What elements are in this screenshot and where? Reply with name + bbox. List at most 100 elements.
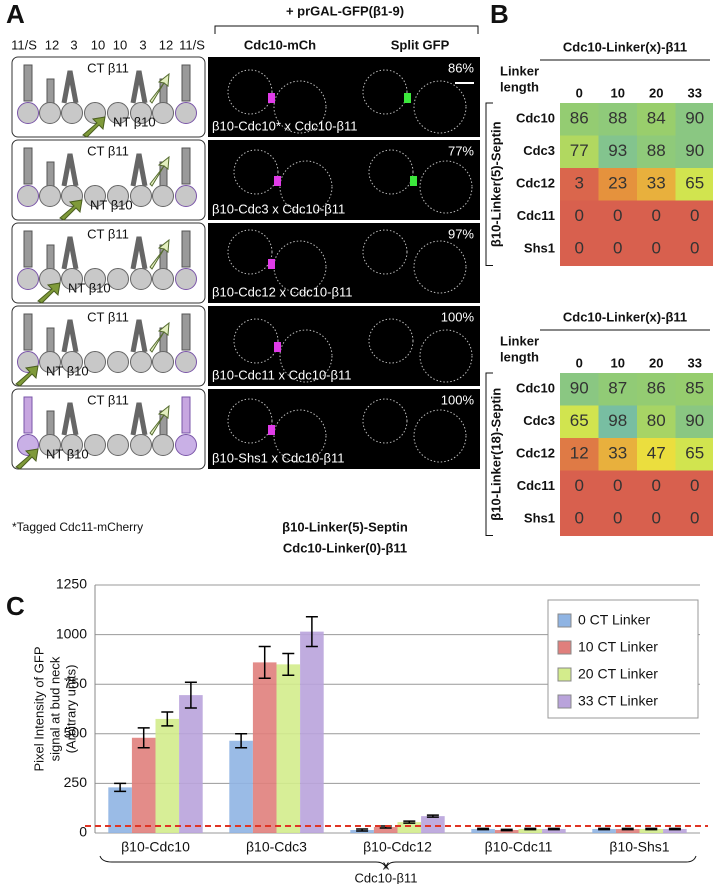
cell-value: 88 <box>608 109 627 128</box>
heat-cell <box>560 405 599 439</box>
septin <box>84 185 106 207</box>
heat-cell <box>560 200 599 234</box>
footer: Cdc10-Linker(0)-β11 <box>283 540 407 555</box>
cell-outline <box>413 409 467 463</box>
corner-label: Linker <box>500 63 539 78</box>
heat-cell <box>598 438 638 471</box>
legend-swatch <box>557 613 572 628</box>
column-header: 0 <box>576 355 583 370</box>
septin <box>130 351 152 373</box>
bar <box>300 631 324 833</box>
septin <box>107 351 129 373</box>
septin <box>39 351 61 373</box>
cell-value: 0 <box>690 206 699 225</box>
error-bar <box>235 733 248 749</box>
row-header: Cdc11 <box>517 478 555 493</box>
cell-outline <box>419 160 473 214</box>
x-tick-label: β10-Cdc11 <box>485 839 553 855</box>
rod <box>181 230 191 268</box>
septin <box>17 102 39 124</box>
heat-cell <box>560 233 599 266</box>
heat-cell <box>560 135 599 169</box>
micrograph <box>208 306 480 386</box>
septin <box>175 102 197 124</box>
error-bar <box>356 828 369 832</box>
y-axis-title: (Arbitrary units) <box>63 665 78 754</box>
ct-label: CT β11 <box>87 226 129 241</box>
rod <box>23 313 33 351</box>
septin <box>61 351 83 373</box>
error-bar <box>114 782 127 793</box>
heat-cell <box>637 438 676 471</box>
side-label: β10-Linker(5)-Septin <box>488 121 503 247</box>
row-header: Shs1 <box>524 511 555 526</box>
mcherry-signal <box>268 259 275 269</box>
error-bar <box>524 827 537 831</box>
construct-header: + prGAL-GFP(β1-9) <box>286 3 404 18</box>
septin <box>175 268 197 290</box>
septin-label: 3 <box>139 37 146 52</box>
table-title: Cdc10-Linker(x)-β11 <box>563 39 687 54</box>
gfp-signal <box>404 93 411 103</box>
heat-cell <box>598 168 638 201</box>
cell-value: 0 <box>613 206 622 225</box>
cell-value: 33 <box>647 174 666 193</box>
bar <box>155 718 180 833</box>
cell-value: 84 <box>647 109 666 128</box>
heat-cell <box>598 233 638 266</box>
bracket <box>99 855 697 870</box>
panel-label: C <box>6 591 25 621</box>
rod <box>130 402 148 436</box>
cell-value: 77 <box>570 141 589 160</box>
heat-cell <box>598 200 638 234</box>
ct-arrow <box>149 321 170 353</box>
caption: β10-Shs1 x Cdc10-β11 <box>212 450 345 465</box>
footnote: *Tagged Cdc11-mCherry <box>12 520 143 534</box>
cell-value: 0 <box>690 509 699 528</box>
heat-cell <box>560 373 599 406</box>
cell-value: 3 <box>575 174 584 193</box>
septin <box>130 434 152 456</box>
gfp-signal <box>410 176 417 186</box>
bar <box>663 829 687 833</box>
row-header: Cdc10 <box>516 381 555 396</box>
bar <box>252 662 277 833</box>
nt-arrow <box>15 448 39 470</box>
mcherry-signal <box>268 425 275 435</box>
error-bar <box>282 652 295 677</box>
legend-label: 20 CT Linker <box>578 666 658 682</box>
y-tick-label: 1250 <box>56 576 87 592</box>
cell-value: 0 <box>652 206 661 225</box>
septin <box>107 434 129 456</box>
footer: β10-Linker(5)-Septin <box>282 519 408 534</box>
cell-value: 0 <box>690 476 699 495</box>
heat-cell <box>675 438 713 471</box>
cell-value: 65 <box>685 444 704 463</box>
rod <box>61 70 79 104</box>
bar <box>421 816 445 833</box>
row-header: Shs1 <box>524 241 555 256</box>
septin <box>61 102 83 124</box>
mcherry-signal <box>274 176 281 186</box>
column-header: 0 <box>576 85 583 100</box>
rod <box>61 319 79 353</box>
row-header: Cdc3 <box>523 413 555 428</box>
septin <box>175 351 197 373</box>
bar <box>131 737 156 833</box>
error-bar <box>668 827 681 831</box>
rod <box>46 410 55 436</box>
cell-outline <box>233 149 279 195</box>
micrograph <box>208 140 480 220</box>
cell-value: 0 <box>575 509 584 528</box>
error-bar <box>426 814 439 818</box>
bar <box>639 829 664 833</box>
septin <box>130 102 152 124</box>
percent: 100% <box>441 309 475 324</box>
cell-value: 88 <box>647 141 666 160</box>
septin <box>39 185 61 207</box>
septin <box>84 268 106 290</box>
error-bar <box>184 681 197 709</box>
heat-cell <box>637 233 676 266</box>
percent: 100% <box>441 392 475 407</box>
